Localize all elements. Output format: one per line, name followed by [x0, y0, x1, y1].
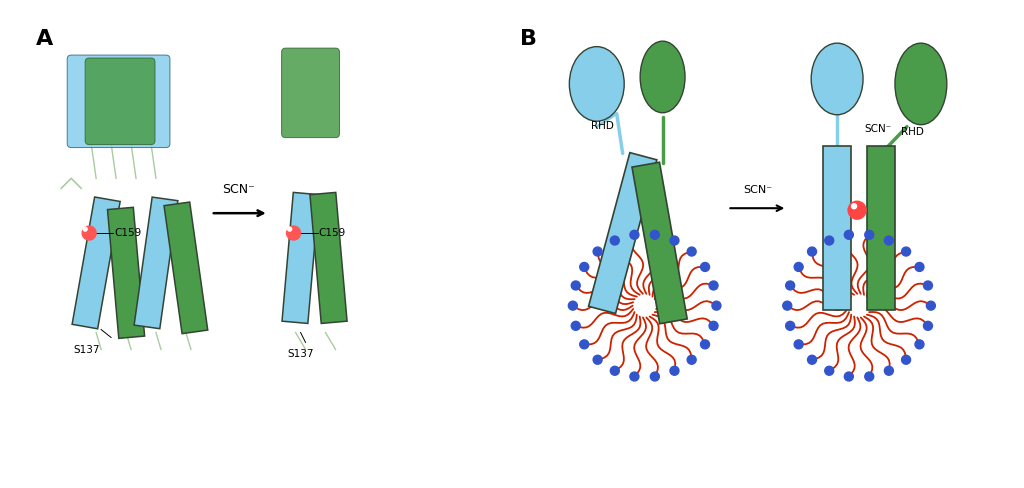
Circle shape	[571, 281, 581, 290]
Circle shape	[580, 340, 589, 349]
FancyBboxPatch shape	[85, 58, 155, 144]
Circle shape	[885, 366, 893, 375]
Text: RHD: RHD	[591, 121, 614, 131]
Circle shape	[901, 355, 910, 364]
Bar	[867, 146, 895, 310]
Circle shape	[845, 372, 853, 381]
Circle shape	[924, 281, 933, 290]
Text: C159: C159	[114, 228, 141, 238]
Circle shape	[670, 236, 679, 245]
Circle shape	[700, 340, 710, 349]
Circle shape	[795, 263, 803, 271]
Circle shape	[571, 321, 581, 330]
Circle shape	[580, 263, 589, 271]
Circle shape	[712, 301, 721, 310]
Circle shape	[650, 372, 659, 381]
Circle shape	[670, 366, 679, 375]
Circle shape	[700, 263, 710, 271]
Text: C159: C159	[318, 228, 346, 238]
Circle shape	[901, 247, 910, 256]
Ellipse shape	[811, 43, 863, 115]
Circle shape	[915, 340, 924, 349]
Circle shape	[915, 263, 924, 271]
Circle shape	[610, 366, 620, 375]
Bar	[823, 146, 851, 310]
Text: B: B	[520, 29, 537, 49]
Circle shape	[865, 372, 873, 381]
Circle shape	[687, 355, 696, 364]
Circle shape	[709, 321, 718, 330]
Text: RHD: RHD	[901, 127, 924, 137]
Circle shape	[610, 236, 620, 245]
Circle shape	[795, 340, 803, 349]
Text: S137: S137	[73, 346, 99, 355]
Circle shape	[593, 247, 602, 256]
Text: S137: S137	[288, 349, 313, 359]
Circle shape	[927, 301, 935, 310]
Text: A: A	[36, 29, 53, 49]
Circle shape	[630, 230, 639, 239]
Text: SCN⁻: SCN⁻	[742, 185, 772, 195]
Circle shape	[568, 301, 578, 310]
Circle shape	[852, 203, 856, 209]
Bar	[589, 153, 656, 313]
Bar	[310, 192, 347, 324]
Circle shape	[287, 226, 301, 240]
Circle shape	[83, 227, 87, 231]
Ellipse shape	[895, 43, 947, 124]
Bar	[632, 162, 687, 324]
Ellipse shape	[569, 47, 625, 121]
Circle shape	[593, 355, 602, 364]
Circle shape	[848, 201, 866, 219]
Bar	[72, 197, 120, 329]
Bar	[134, 197, 178, 329]
Circle shape	[82, 226, 96, 240]
Circle shape	[824, 366, 834, 375]
Circle shape	[782, 301, 792, 310]
Circle shape	[824, 236, 834, 245]
Circle shape	[785, 321, 795, 330]
Circle shape	[709, 281, 718, 290]
Text: SCN⁻: SCN⁻	[864, 123, 891, 134]
Circle shape	[808, 247, 816, 256]
Text: SCN⁻: SCN⁻	[222, 183, 255, 196]
FancyBboxPatch shape	[68, 55, 170, 147]
Circle shape	[288, 227, 292, 231]
Circle shape	[845, 230, 853, 239]
Bar	[108, 207, 144, 338]
Circle shape	[630, 372, 639, 381]
Circle shape	[885, 236, 893, 245]
Circle shape	[687, 247, 696, 256]
Ellipse shape	[640, 41, 685, 113]
Circle shape	[785, 281, 795, 290]
FancyBboxPatch shape	[282, 48, 340, 138]
Circle shape	[808, 355, 816, 364]
Circle shape	[865, 230, 873, 239]
Bar	[282, 192, 319, 324]
Bar	[164, 202, 208, 334]
Circle shape	[924, 321, 933, 330]
Circle shape	[650, 230, 659, 239]
